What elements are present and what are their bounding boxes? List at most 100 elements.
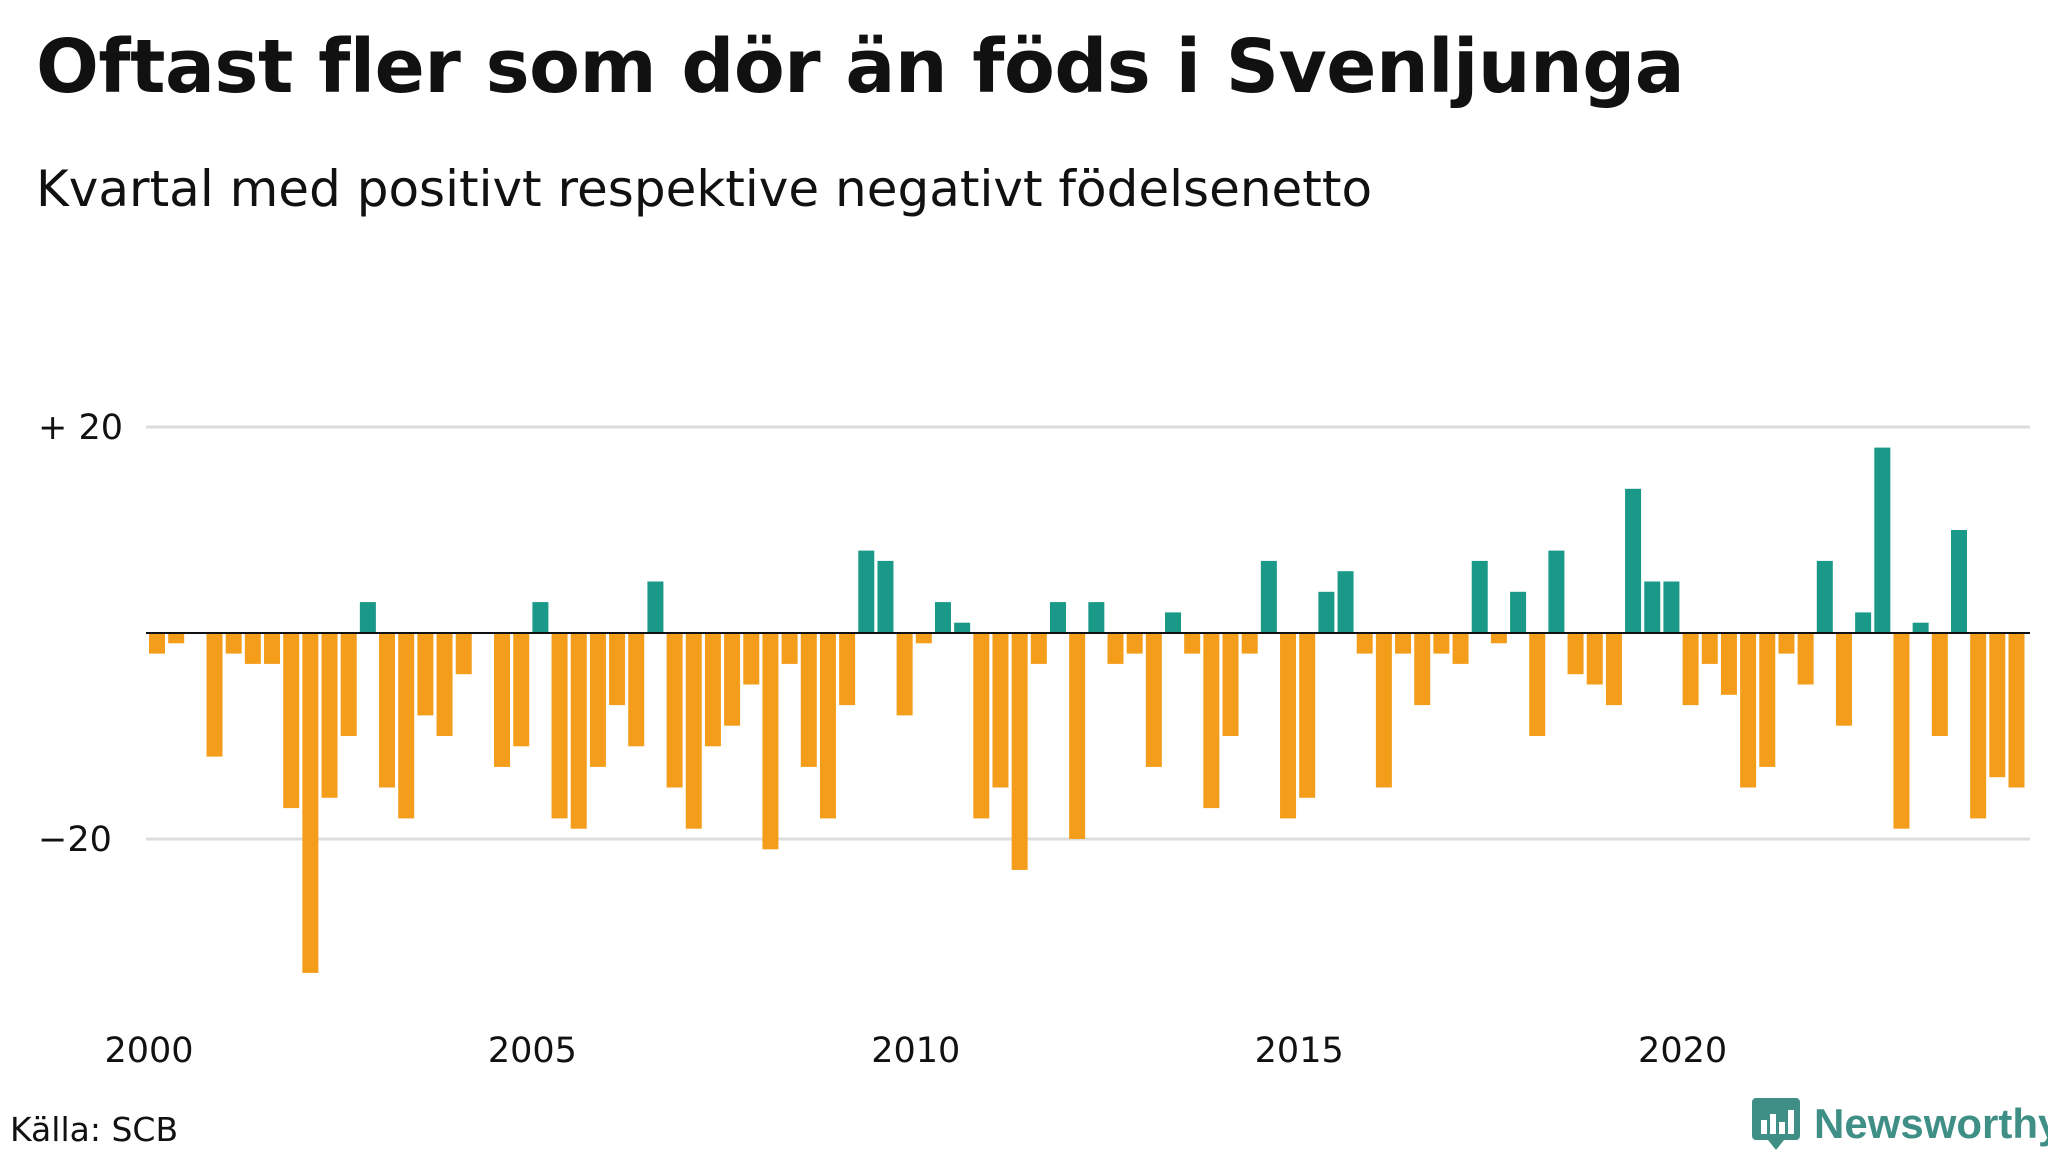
bar-positive: [858, 550, 875, 633]
bar-negative: [1126, 633, 1143, 654]
bar-negative: [1529, 633, 1546, 736]
bar-negative: [1970, 633, 1987, 819]
bar-negative: [1280, 633, 1297, 819]
bar-negative: [1605, 633, 1622, 706]
bar-negative: [1740, 633, 1757, 788]
x-axis-labels: 2000 2005 2010 2015 2020: [104, 1031, 1727, 1071]
bar-positive: [647, 581, 664, 633]
x-tick-label: 2010: [871, 1031, 960, 1071]
bar-negative: [1107, 633, 1124, 664]
bar-negative: [494, 633, 511, 767]
bar-negative: [704, 633, 721, 747]
bar-negative: [1490, 633, 1507, 644]
bar-positive: [954, 622, 971, 633]
bar-negative: [417, 633, 434, 716]
bar-negative: [283, 633, 300, 809]
bar-positive: [1548, 550, 1565, 633]
bar-negative: [168, 633, 185, 644]
bar-positive: [1663, 581, 1680, 633]
bar-negative: [1395, 633, 1412, 654]
bar-positive: [1471, 560, 1488, 633]
y-tick-label: −20: [38, 820, 112, 860]
bar-negative: [1011, 633, 1028, 870]
chart-subtitle: Kvartal med positivt respektive negativt…: [36, 160, 1373, 218]
x-tick-label: 2020: [1638, 1031, 1727, 1071]
bar-negative: [1069, 633, 1086, 839]
bar-negative: [321, 633, 338, 798]
bar-negative: [340, 633, 357, 736]
bar-negative: [781, 633, 798, 664]
bar-negative: [819, 633, 836, 819]
bar-negative: [609, 633, 626, 706]
brand-name: Newsworthy: [1814, 1100, 2048, 1147]
bar-negative: [244, 633, 261, 664]
bar-negative: [1433, 633, 1450, 654]
bar-negative: [666, 633, 683, 788]
bar-negative: [302, 633, 319, 973]
bar-positive: [1855, 612, 1872, 633]
bar-negative: [1414, 633, 1431, 706]
bar-positive: [1049, 602, 1066, 633]
bar-negative: [896, 633, 913, 716]
bar-positive: [1644, 581, 1661, 633]
bar-negative: [724, 633, 741, 726]
x-tick-label: 2015: [1255, 1031, 1344, 1071]
bar-negative: [1759, 633, 1776, 767]
bar-positive: [1625, 488, 1642, 633]
bar-positive: [1260, 560, 1277, 633]
bar-negative: [1375, 633, 1392, 788]
bar-positive: [1874, 447, 1891, 633]
bar-positive: [1088, 602, 1105, 633]
bar-negative: [1299, 633, 1316, 798]
bar-negative: [685, 633, 702, 829]
bar-negative: [915, 633, 932, 644]
bar-negative: [1241, 633, 1258, 654]
bar-negative: [225, 633, 242, 654]
bar-negative: [1720, 633, 1737, 695]
chart-title: Oftast fler som dör än föds i Svenljunga: [36, 24, 1685, 110]
source-note: Källa: SCB: [10, 1110, 179, 1149]
bar-negative: [628, 633, 645, 747]
y-axis-labels: + 20 −20: [38, 408, 123, 860]
bar-negative: [513, 633, 530, 747]
bar-negative: [1184, 633, 1201, 654]
bar-negative: [1567, 633, 1584, 675]
bar-negative: [1701, 633, 1718, 664]
brand-logo[interactable]: Newsworthy: [1752, 1096, 2048, 1152]
bar-positive: [1816, 560, 1833, 633]
bar-negative: [379, 633, 396, 788]
bar-negative: [1931, 633, 1948, 736]
bar-positive: [934, 602, 951, 633]
bar-negative: [1797, 633, 1814, 685]
bar-negative: [1586, 633, 1603, 685]
grid-lines: [146, 425, 2030, 841]
bar-negative: [992, 633, 1009, 788]
bar-positive: [1337, 571, 1354, 633]
bar-negative: [1222, 633, 1239, 736]
bar-negative: [436, 633, 453, 736]
bar-negative: [149, 633, 165, 654]
bar-negative: [589, 633, 606, 767]
bar-negative: [1893, 633, 1910, 829]
bar-negative: [973, 633, 990, 819]
bar-negative: [1145, 633, 1162, 767]
bar-negative: [570, 633, 587, 829]
bar-positive: [532, 602, 549, 633]
x-tick-label: 2000: [104, 1031, 193, 1071]
bar-negative: [1030, 633, 1047, 664]
bar-positive: [1912, 622, 1929, 633]
bar-negative: [1778, 633, 1795, 654]
bar-positive: [1318, 591, 1335, 633]
bar-negative: [1356, 633, 1373, 654]
bar-negative: [800, 633, 817, 767]
x-tick-label: 2005: [488, 1031, 577, 1071]
bar-positive: [877, 560, 894, 633]
bar-negative: [1682, 633, 1699, 706]
y-tick-label: + 20: [38, 408, 123, 448]
bar-negative: [1452, 633, 1469, 664]
bar-negative: [762, 633, 779, 850]
bar-positive: [359, 602, 376, 633]
bar-negative: [551, 633, 568, 819]
bars: [149, 447, 2025, 973]
